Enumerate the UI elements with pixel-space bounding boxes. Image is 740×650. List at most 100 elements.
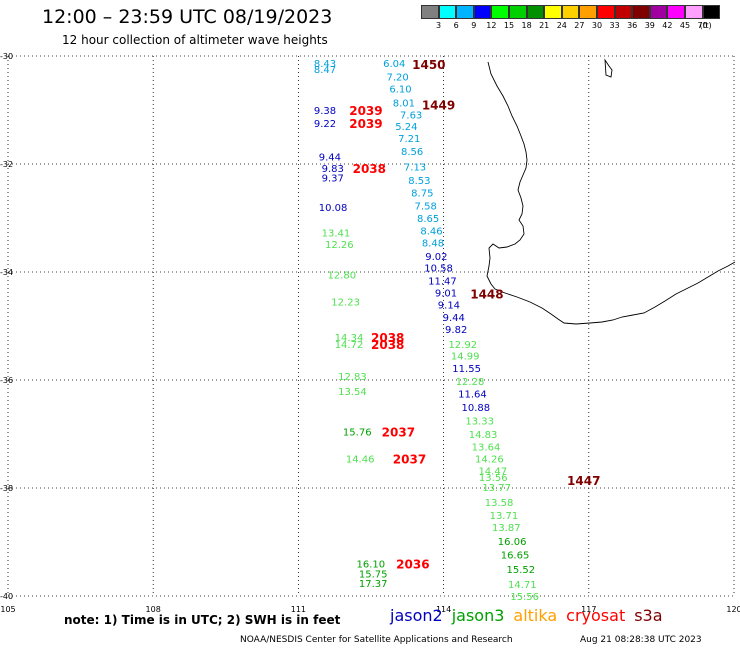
legend-label: 3: [436, 21, 442, 30]
wave-height-value: 11.64: [458, 390, 487, 401]
color-legend: 3 6 9 12 15 18 21 24 27 30 33 36 39 42 45 70 (ft): [421, 5, 721, 33]
wave-height-value: 12.92: [448, 340, 477, 351]
wave-height-value: 13.64: [472, 442, 501, 453]
agency-credit: NOAA/NESDIS Center for Satellite Applica…: [240, 635, 513, 645]
wave-height-value: 9.82: [445, 325, 467, 336]
wave-height-value: 5.24: [395, 122, 417, 133]
legend-label: (ft): [699, 21, 712, 30]
wave-height-value: 8.53: [408, 176, 430, 187]
legend-swatch: [421, 5, 439, 19]
satellite-jason3: jason3: [451, 606, 505, 625]
legend-swatch: [632, 5, 650, 19]
legend-label: 45: [679, 21, 691, 30]
satellite-legend: jason2 jason3 altika cryosat s3a: [390, 606, 672, 625]
pass-time: 1448: [470, 288, 503, 302]
wave-height-value: 12.80: [327, 271, 356, 282]
wave-height-value: 14.72: [335, 340, 364, 351]
legend-label: 36: [627, 21, 638, 30]
wave-height-value: 9.01: [435, 289, 457, 300]
wave-height-value: 10.88: [462, 403, 491, 414]
legend-label: 39: [644, 21, 655, 30]
pass-time: 2038: [371, 338, 404, 352]
wave-height-value: 9.38: [314, 106, 336, 117]
pass-time: 2038: [353, 162, 386, 176]
wave-height-value: 9.14: [438, 300, 460, 311]
legend-swatch: [473, 5, 492, 19]
wave-height-value: 14.83: [469, 430, 498, 441]
wave-height-value: 7.63: [400, 110, 422, 121]
wave-height-value: 8.43: [314, 59, 336, 70]
wave-height-value: 17.37: [359, 579, 388, 590]
pass-time: 1447: [567, 474, 600, 488]
wave-height-value: 11.55: [452, 364, 481, 375]
legend-label: 9: [471, 21, 477, 30]
legend-label: 15: [503, 21, 515, 30]
wave-height-value: 15.75: [359, 569, 388, 580]
legend-label: 6: [453, 21, 459, 30]
legend-label: 27: [574, 21, 585, 30]
wave-height-value: 12.28: [456, 377, 485, 388]
legend-swatch: [579, 5, 597, 19]
wave-height-value: 14.47: [478, 467, 507, 478]
wave-height-value: 14.34: [335, 333, 364, 344]
wave-height-value: 16.10: [356, 560, 385, 571]
lon-label: 111: [291, 605, 306, 614]
wave-height-value: 7.58: [415, 202, 437, 213]
legend-label: 42: [662, 21, 673, 30]
pass-time: 1450: [412, 58, 445, 72]
legend-swatch: [596, 5, 615, 19]
wave-height-value: 7.21: [398, 134, 420, 145]
legend-swatch: [667, 5, 685, 19]
lat-lon-grid: -30 -32 -34 -36 -38 -40 105 108 111 114 117 120: [0, 52, 740, 614]
legend-label: 18: [521, 21, 532, 30]
wave-height-value: 13.56: [479, 473, 508, 484]
wave-height-value: 12.26: [325, 240, 354, 251]
wave-height-value: 9.44: [443, 313, 465, 324]
legend-swatch: [491, 5, 509, 19]
australia-coastline: [486, 58, 736, 325]
wave-height-value: 15.56: [510, 592, 539, 603]
wave-height-value: 9.37: [322, 174, 344, 185]
satellite-jason2: jason2: [390, 606, 443, 625]
wave-height-value: 10.08: [319, 203, 348, 214]
pass-time-labels: 1450144914481447203920392038203820382037…: [349, 58, 600, 571]
wave-height-value: 8.56: [401, 147, 423, 158]
legend-label: 24: [556, 21, 567, 30]
lon-label: 114: [436, 605, 451, 614]
wave-height-value: 14.99: [451, 352, 480, 363]
legend-label: 33: [609, 21, 620, 30]
legend-label: 30: [591, 21, 603, 30]
wave-height-value: 13.87: [492, 523, 521, 534]
wave-height-value: 12.83: [338, 372, 367, 383]
pass-time: 2039: [349, 117, 382, 131]
wave-height-labels: 8.438.47 6.04 7.206.10 8.017.635.247.21 8.56…: [314, 59, 539, 603]
legend-label: 12: [486, 21, 497, 30]
wave-height-value: 11.47: [428, 277, 457, 288]
wave-height-value: 14.71: [508, 580, 537, 591]
legend-label: 70: [697, 21, 708, 30]
wave-height-value: 16.65: [501, 550, 530, 561]
lat-label: -30: [0, 52, 13, 61]
wave-height-value: 13.33: [465, 417, 494, 428]
wave-height-value: 13.58: [485, 498, 514, 509]
legend-swatch: [702, 5, 721, 19]
lon-label: 105: [0, 605, 15, 614]
wave-height-value: 15.52: [507, 565, 536, 576]
legend-labels: 3 6 9 12 15 18 21 24 27 30 33 36 39 42 45 70 (ft): [421, 19, 720, 33]
lat-label: -38: [0, 484, 13, 493]
lon-label: 120: [726, 605, 740, 614]
legend-swatch: [526, 5, 545, 19]
legend-swatches: [421, 5, 721, 19]
wave-height-value: 8.65: [417, 214, 439, 225]
wave-height-value: 7.20: [386, 73, 408, 84]
lon-label: 117: [581, 605, 596, 614]
legend-swatch: [561, 5, 580, 19]
wave-height-value: 9.02: [425, 252, 447, 263]
wave-height-value: 9.44: [319, 152, 341, 163]
legend-swatch: [438, 5, 457, 19]
wave-height-value: 13.41: [322, 229, 351, 240]
wave-height-value: 8.75: [411, 189, 433, 200]
generated-timestamp: Aug 21 08:28:38 UTC 2023: [580, 635, 702, 645]
wave-height-value: 13.71: [490, 511, 519, 522]
